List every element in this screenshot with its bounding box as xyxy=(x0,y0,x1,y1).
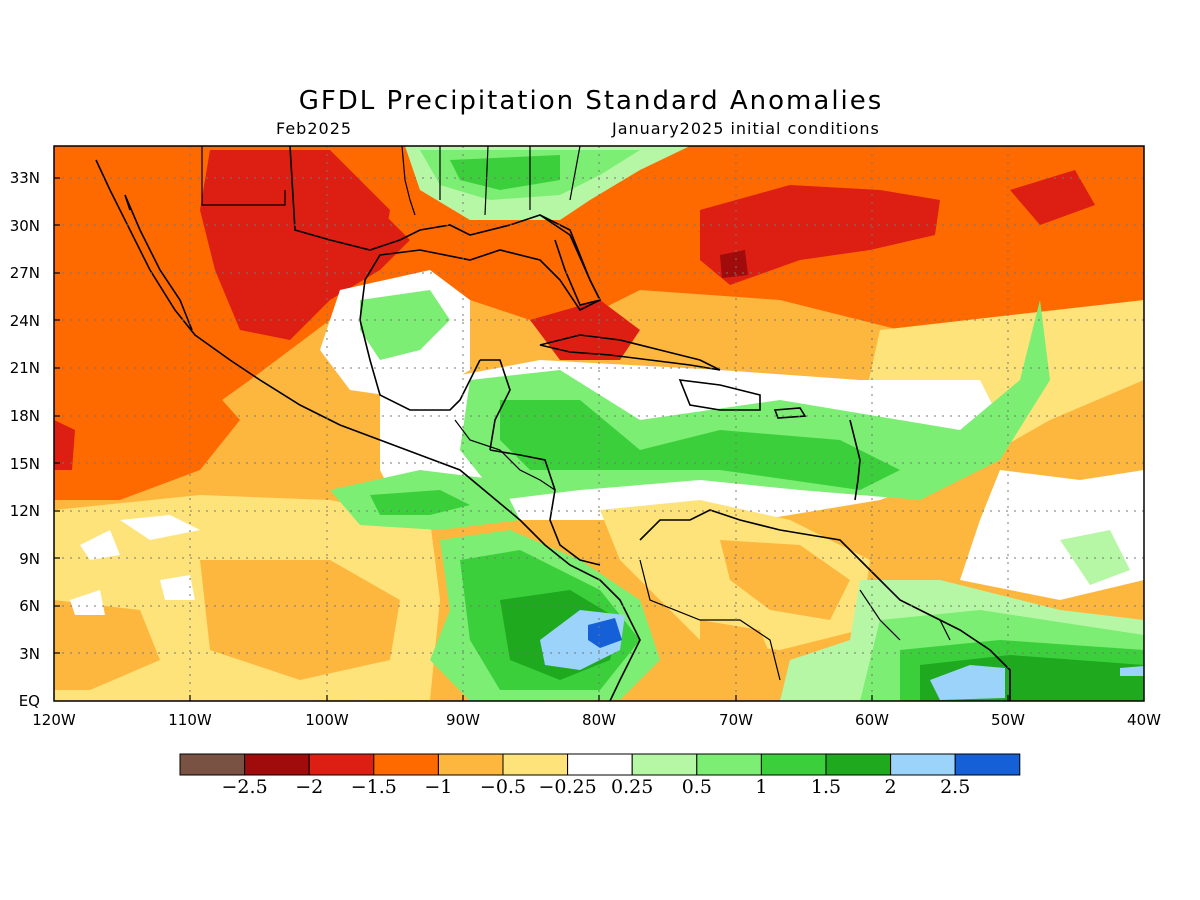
map-title: GFDL Precipitation Standard Anomalies xyxy=(298,86,884,116)
colorbar-swatch xyxy=(373,753,439,776)
colorbar-swatch xyxy=(244,753,310,776)
coastline-florida xyxy=(539,214,602,306)
neutral-pacific-3 xyxy=(160,575,195,600)
border-us-mexico xyxy=(201,146,286,206)
lat-label: EQ xyxy=(19,692,40,710)
lat-label: 33N xyxy=(10,169,40,187)
coastlines xyxy=(95,146,1011,701)
lon-label: 90W xyxy=(446,711,480,729)
coastline-baja xyxy=(124,194,193,331)
neutral-pacific-4 xyxy=(70,590,105,615)
dry-pacific-southwest xyxy=(54,600,160,690)
colorbar-label: 2.5 xyxy=(940,776,970,798)
colorbar-swatch xyxy=(502,753,569,776)
lat-label: 27N xyxy=(10,264,40,282)
dry-core-darkest xyxy=(720,250,748,278)
coastline-yucatan xyxy=(480,359,511,451)
colorbar-label: 2 xyxy=(885,776,897,798)
dry-pacific-south xyxy=(200,560,400,680)
colorbar-swatch xyxy=(825,753,892,776)
coastline-puerto-rico xyxy=(773,407,807,419)
coastline-gulf xyxy=(289,146,602,411)
colorbar-label: 0.5 xyxy=(682,776,712,798)
coastline-cuba xyxy=(539,334,721,371)
coastline-central-america-east xyxy=(489,449,601,566)
colorbar-swatch xyxy=(567,753,633,776)
colorbar-swatch xyxy=(890,753,956,776)
colorbar-label: −1 xyxy=(424,776,452,798)
coastline-lesser-antilles xyxy=(849,419,861,501)
lon-label: 40W xyxy=(1127,711,1161,729)
colorbar-swatch xyxy=(696,753,762,776)
lon-label: 60W xyxy=(855,711,889,729)
neutral-pacific-2 xyxy=(120,515,200,540)
lat-label: 21N xyxy=(10,359,40,377)
lat-label: 24N xyxy=(10,312,40,330)
lon-label: 50W xyxy=(991,711,1025,729)
dry-patch-pacific xyxy=(54,280,240,500)
wet-caribbean-core xyxy=(500,400,900,490)
colorbar-label: −2.5 xyxy=(222,776,268,798)
wet-central-america-core xyxy=(370,490,470,515)
gridlines xyxy=(54,146,1144,701)
colorbar-label: 0.25 xyxy=(611,776,653,798)
valid-month-label: Feb2025 xyxy=(276,119,353,138)
axis-ticks xyxy=(54,177,1009,701)
lon-label: 80W xyxy=(582,711,616,729)
dry-venezuela-core xyxy=(720,540,850,620)
colorbar-swatch xyxy=(631,753,698,776)
lat-labels: 33N 30N 27N 24N 21N 18N 15N 12N 9N 6N 3N… xyxy=(10,169,40,710)
colorbar-label: −1.5 xyxy=(351,776,397,798)
wet-southeast-us-strong xyxy=(450,155,560,190)
coastline-hispaniola xyxy=(678,379,761,411)
lon-label: 120W xyxy=(32,711,76,729)
dry-core-atlantic-north xyxy=(1010,170,1095,225)
colorbar-swatch xyxy=(954,753,1021,776)
lat-label: 18N xyxy=(10,407,40,425)
initial-conditions-label: January2025 initial conditions xyxy=(612,119,880,138)
lat-label: 6N xyxy=(19,597,40,615)
coastline-south-america-north xyxy=(639,509,1011,701)
dry-core-cuba xyxy=(530,300,640,360)
wet-colombia-max xyxy=(588,618,622,648)
border-central-america xyxy=(454,419,556,491)
lon-label: 70W xyxy=(719,711,753,729)
colorbar-label: −0.25 xyxy=(538,776,596,798)
lon-labels: 120W 110W 100W 90W 80W 70W 60W 50W 40W xyxy=(32,711,1161,729)
wet-gulf xyxy=(360,290,450,360)
lat-label: 15N xyxy=(10,455,40,473)
colorbar-swatch xyxy=(179,753,246,776)
coastline-mexico-pacific xyxy=(95,159,641,701)
anomaly-field xyxy=(54,146,1144,701)
colorbar-label: 1.5 xyxy=(811,776,841,798)
wet-amazon-peak xyxy=(930,665,1005,700)
colorbar-swatch xyxy=(437,753,504,776)
colorbar-swatch xyxy=(308,753,375,776)
colorbar-label: 1 xyxy=(755,776,767,798)
country-borders xyxy=(201,146,951,681)
border-us-states xyxy=(401,146,581,216)
dry-core-atlantic xyxy=(700,185,940,285)
lat-label: 12N xyxy=(10,502,40,520)
lon-label: 100W xyxy=(305,711,349,729)
dry-colombia-east xyxy=(700,620,780,690)
colorbar-label: −2 xyxy=(295,776,323,798)
colorbar-label: −0.5 xyxy=(480,776,526,798)
colorbar: −2.5 −2 −1.5 −1 −0.5 −0.25 0.25 0.5 1 1.5 2 2.5 xyxy=(179,753,1021,798)
lat-label: 9N xyxy=(19,550,40,568)
lon-label: 110W xyxy=(168,711,212,729)
lat-label: 30N xyxy=(10,217,40,235)
colorbar-swatch xyxy=(760,753,827,776)
lat-label: 3N xyxy=(19,645,40,663)
border-south-america xyxy=(639,559,951,681)
neutral-pacific-1 xyxy=(80,530,120,560)
dry-core-west-mexico xyxy=(54,420,75,470)
wet-atlantic-peak xyxy=(1120,666,1144,676)
